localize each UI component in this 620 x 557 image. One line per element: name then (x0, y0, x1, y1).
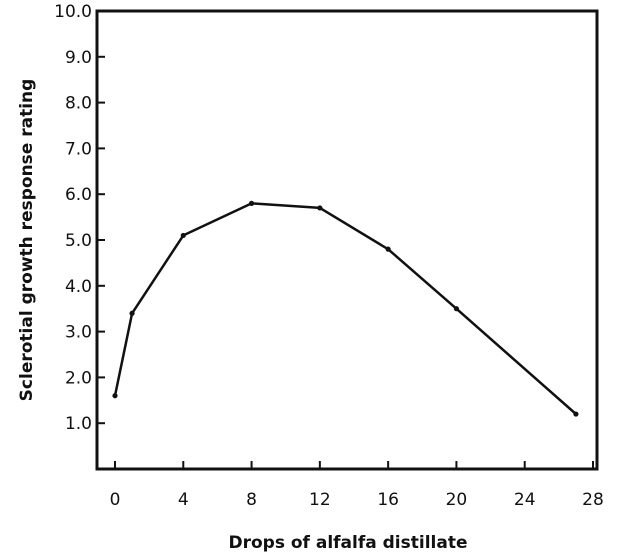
x-tick-label: 16 (377, 490, 399, 510)
y-tick-label: 4.0 (65, 277, 92, 297)
data-point (573, 411, 579, 417)
y-tick-label: 3.0 (65, 323, 92, 343)
x-tick-label: 28 (582, 490, 604, 510)
y-tick-label: 9.0 (65, 48, 92, 68)
y-axis-ticks: 1.0 2.0 3.0 4.0 5.0 6.0 7.0 8.0 9.0 10.0 (54, 2, 105, 434)
y-tick-label: 6.0 (65, 185, 92, 205)
data-point (453, 306, 460, 312)
y-tick-label: 2.0 (65, 368, 92, 388)
y-tick-label: 1.0 (65, 414, 92, 434)
data-point (317, 205, 323, 211)
data-point (180, 232, 186, 239)
x-tick-label: 0 (110, 490, 121, 510)
y-tick-label: 10.0 (54, 2, 92, 22)
data-point (129, 310, 135, 316)
y-tick-label: 7.0 (65, 139, 92, 159)
x-tick-label: 4 (178, 490, 189, 510)
x-tick-label: 20 (446, 490, 468, 510)
y-tick-label: 5.0 (65, 231, 92, 251)
series-line (113, 202, 578, 416)
x-tick-label: 12 (309, 490, 331, 510)
x-tick-label: 8 (246, 490, 257, 510)
data-point (248, 200, 255, 206)
series-group (112, 200, 579, 417)
x-tick-label: 24 (514, 490, 536, 510)
y-axis-title: Sclerotial growth response rating (17, 79, 37, 402)
x-axis-ticks: 0 4 8 12 16 20 24 28 (110, 461, 604, 510)
data-point (112, 393, 118, 399)
plot-frame (95, 9, 599, 471)
x-axis-title: Drops of alfalfa distillate (228, 533, 467, 553)
data-point (385, 246, 391, 252)
y-tick-label: 8.0 (65, 94, 92, 114)
